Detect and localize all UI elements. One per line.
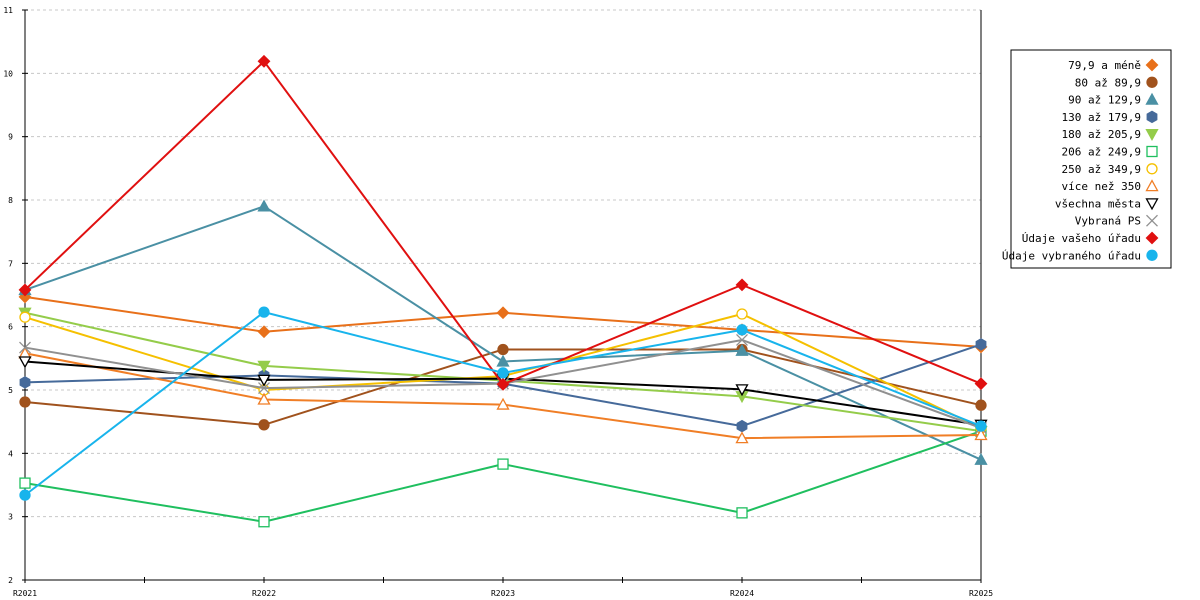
series-2-point [735, 343, 749, 356]
series-5-line [24, 430, 982, 523]
y-tick-label: 4 [8, 449, 13, 458]
series-8-point [257, 374, 271, 387]
series-7-point [735, 431, 749, 444]
series-9-point [736, 334, 748, 346]
series-5-point [736, 507, 748, 519]
legend-label: 130 až 179,9 [1062, 111, 1141, 124]
legend-marker [1146, 163, 1158, 175]
y-tick-label: 6 [8, 323, 13, 332]
x-tick-label: R2022 [252, 589, 276, 598]
series-1-point [975, 399, 987, 411]
legend-marker [1146, 249, 1158, 261]
legend-label: 90 až 129,9 [1068, 94, 1141, 107]
legend-marker [1145, 58, 1159, 72]
legend-label: více než 350 [1062, 180, 1141, 193]
y-tick-label: 11 [3, 6, 13, 15]
series-2-point [257, 199, 271, 212]
legend-marker [1146, 214, 1158, 227]
series-9-point [19, 341, 31, 354]
series-11-point [736, 324, 748, 336]
series-11-point [19, 489, 31, 501]
legend-label: 80 až 89,9 [1075, 76, 1141, 89]
series-7-point [496, 397, 510, 410]
series-11-point [497, 367, 509, 379]
x-tick-label: R2024 [730, 589, 754, 598]
series-3-point [19, 376, 31, 389]
series-10-point [496, 377, 510, 391]
legend-marker [1145, 231, 1159, 245]
series-1-point [19, 396, 31, 408]
legend-label: 180 až 205,9 [1062, 128, 1141, 141]
legend-marker [1146, 145, 1158, 158]
series-3-point [736, 419, 748, 433]
x-tick-label: R2023 [491, 589, 515, 598]
legend-label: 250 až 349,9 [1062, 163, 1141, 176]
series-0-point [257, 325, 271, 339]
series-8-point [18, 356, 32, 369]
x-tick-label: R2025 [969, 589, 993, 598]
series-10-point [18, 283, 32, 297]
x-tick-label: R2021 [13, 589, 37, 598]
y-tick-label: 7 [8, 259, 13, 268]
series-lines [18, 54, 988, 528]
series-10-point [257, 54, 271, 68]
legend-marker [1146, 110, 1158, 124]
series-0-line [24, 295, 982, 348]
y-tick-label: 10 [3, 69, 13, 78]
series-10-point [735, 278, 749, 292]
y-tick-label: 9 [8, 133, 13, 142]
legend-label: 79,9 a méně [1068, 59, 1141, 72]
series-5-point [19, 477, 31, 489]
legend-marker [1146, 76, 1158, 88]
legend-marker [1145, 129, 1159, 142]
series-9-point [258, 382, 270, 395]
series-5-point [497, 458, 509, 470]
series-5-point [258, 516, 270, 528]
series-6-point [19, 311, 31, 323]
y-tick-label: 5 [8, 386, 13, 395]
legend: 79,9 a méně 80 až 89,9 90 až 129,9 130 až 1… [1002, 49, 1172, 269]
series-4-point [257, 360, 271, 373]
y-tick-label: 8 [8, 196, 13, 205]
series-10-point [974, 377, 988, 391]
y-tick-label: 3 [8, 513, 13, 522]
y-tick-label: 2 [8, 576, 13, 585]
series-11-point [258, 306, 270, 318]
legend-marker [1145, 92, 1159, 105]
grid-lines [25, 9, 981, 518]
legend-marker [1145, 179, 1159, 192]
series-11-point [975, 420, 987, 432]
series-3-point [975, 338, 987, 351]
series-2-line [24, 205, 982, 461]
legend-box [1010, 49, 1172, 269]
series-1-point [258, 419, 270, 431]
legend-marker [1145, 198, 1159, 211]
series-2-point [496, 354, 510, 367]
legend-label: Údaje vybraného úřadu [1002, 249, 1141, 262]
series-2-point [974, 452, 988, 465]
series-6-point [736, 308, 748, 320]
legend-label: 206 až 249,9 [1062, 146, 1141, 159]
series-0-point [496, 306, 510, 320]
legend-label: Vybraná PS [1075, 215, 1141, 228]
legend-label: všechna města [1055, 197, 1141, 210]
series-7-point [974, 428, 988, 441]
series-1-point [497, 343, 509, 356]
series-7-point [257, 392, 271, 405]
axes: 2 3 4 5 6 7 8 9 10 11 R2021 R2022 R2023 R2024 R2025 [3, 6, 993, 598]
legend-label: Údaje vašeho úřadu [1022, 232, 1141, 245]
series-7-point [18, 346, 32, 359]
series-8-point [735, 384, 749, 397]
